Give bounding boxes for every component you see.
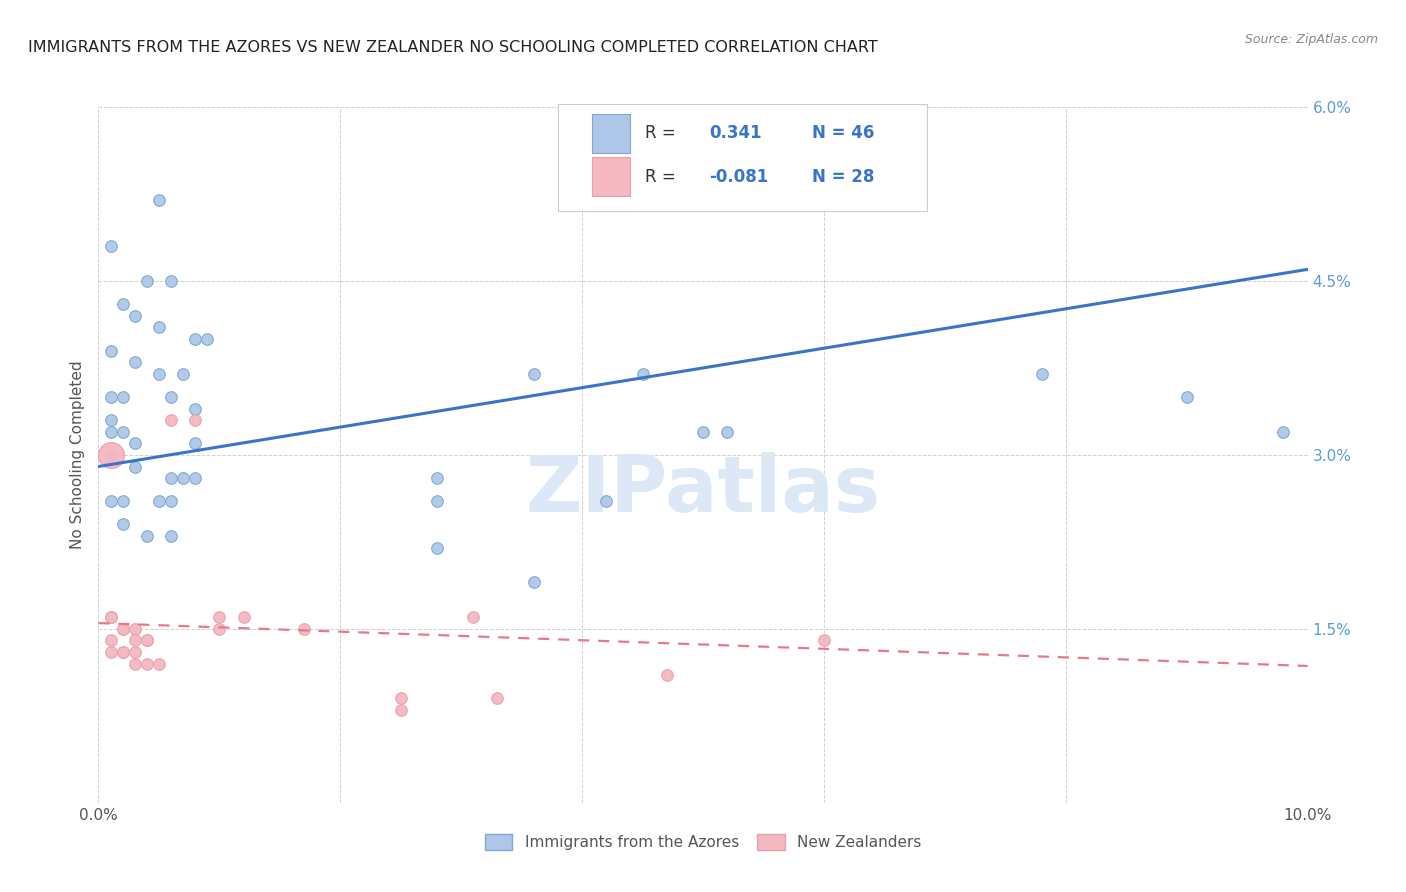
Point — [148, 367, 170, 381]
Point — [172, 471, 194, 485]
Point — [111, 622, 134, 636]
Point — [172, 367, 194, 381]
Point — [100, 413, 122, 427]
Point — [100, 645, 122, 659]
Text: Source: ZipAtlas.com: Source: ZipAtlas.com — [1244, 33, 1378, 46]
Point — [184, 401, 207, 416]
Point — [100, 448, 122, 462]
Point — [135, 633, 157, 648]
Point — [100, 633, 122, 648]
Point — [1272, 425, 1295, 439]
Point — [389, 691, 412, 706]
Y-axis label: No Schooling Completed: No Schooling Completed — [70, 360, 86, 549]
Point — [111, 645, 134, 659]
Point — [100, 239, 122, 253]
Point — [232, 610, 254, 624]
Legend: Immigrants from the Azores, New Zealanders: Immigrants from the Azores, New Zealande… — [477, 827, 929, 858]
Text: ZIPatlas: ZIPatlas — [526, 451, 880, 528]
Point — [486, 691, 509, 706]
Text: 0.341: 0.341 — [709, 125, 762, 143]
Point — [160, 413, 183, 427]
Point — [692, 425, 714, 439]
Point — [148, 494, 170, 508]
Point — [184, 436, 207, 450]
Point — [124, 633, 146, 648]
Point — [208, 622, 231, 636]
FancyBboxPatch shape — [592, 114, 630, 153]
Point — [111, 622, 134, 636]
Point — [124, 355, 146, 369]
Point — [135, 633, 157, 648]
Point — [124, 459, 146, 474]
Point — [813, 633, 835, 648]
Point — [111, 425, 134, 439]
Point — [111, 297, 134, 311]
Point — [124, 622, 146, 636]
FancyBboxPatch shape — [558, 103, 927, 211]
Text: R =: R = — [645, 168, 681, 186]
Point — [148, 657, 170, 671]
Point — [184, 413, 207, 427]
Point — [111, 645, 134, 659]
Point — [100, 448, 122, 462]
Point — [100, 610, 122, 624]
Point — [100, 390, 122, 404]
Point — [184, 471, 207, 485]
Point — [1175, 390, 1198, 404]
Point — [463, 610, 485, 624]
Point — [124, 309, 146, 323]
Point — [595, 494, 617, 508]
Point — [124, 645, 146, 659]
Point — [160, 390, 183, 404]
Point — [195, 332, 218, 346]
Point — [389, 703, 412, 717]
Point — [111, 390, 134, 404]
Point — [124, 657, 146, 671]
FancyBboxPatch shape — [592, 158, 630, 195]
Point — [184, 332, 207, 346]
Point — [716, 425, 738, 439]
Point — [148, 320, 170, 334]
Point — [100, 610, 122, 624]
Point — [426, 471, 449, 485]
Point — [523, 575, 546, 590]
Text: IMMIGRANTS FROM THE AZORES VS NEW ZEALANDER NO SCHOOLING COMPLETED CORRELATION C: IMMIGRANTS FROM THE AZORES VS NEW ZEALAN… — [28, 40, 877, 55]
Point — [426, 541, 449, 555]
Point — [160, 529, 183, 543]
Point — [135, 529, 157, 543]
Point — [111, 517, 134, 532]
Point — [292, 622, 315, 636]
Point — [523, 367, 546, 381]
Text: N = 46: N = 46 — [811, 125, 875, 143]
Point — [208, 610, 231, 624]
Point — [100, 494, 122, 508]
Point — [160, 274, 183, 288]
Point — [160, 494, 183, 508]
Point — [426, 494, 449, 508]
Point — [160, 471, 183, 485]
Point — [1031, 367, 1053, 381]
Text: R =: R = — [645, 125, 681, 143]
Point — [148, 193, 170, 207]
Text: -0.081: -0.081 — [709, 168, 768, 186]
Point — [111, 494, 134, 508]
Point — [124, 436, 146, 450]
Point — [631, 367, 654, 381]
Text: N = 28: N = 28 — [811, 168, 875, 186]
Point — [655, 668, 678, 682]
Point — [135, 274, 157, 288]
Point — [100, 425, 122, 439]
Point — [135, 657, 157, 671]
Point — [100, 343, 122, 358]
